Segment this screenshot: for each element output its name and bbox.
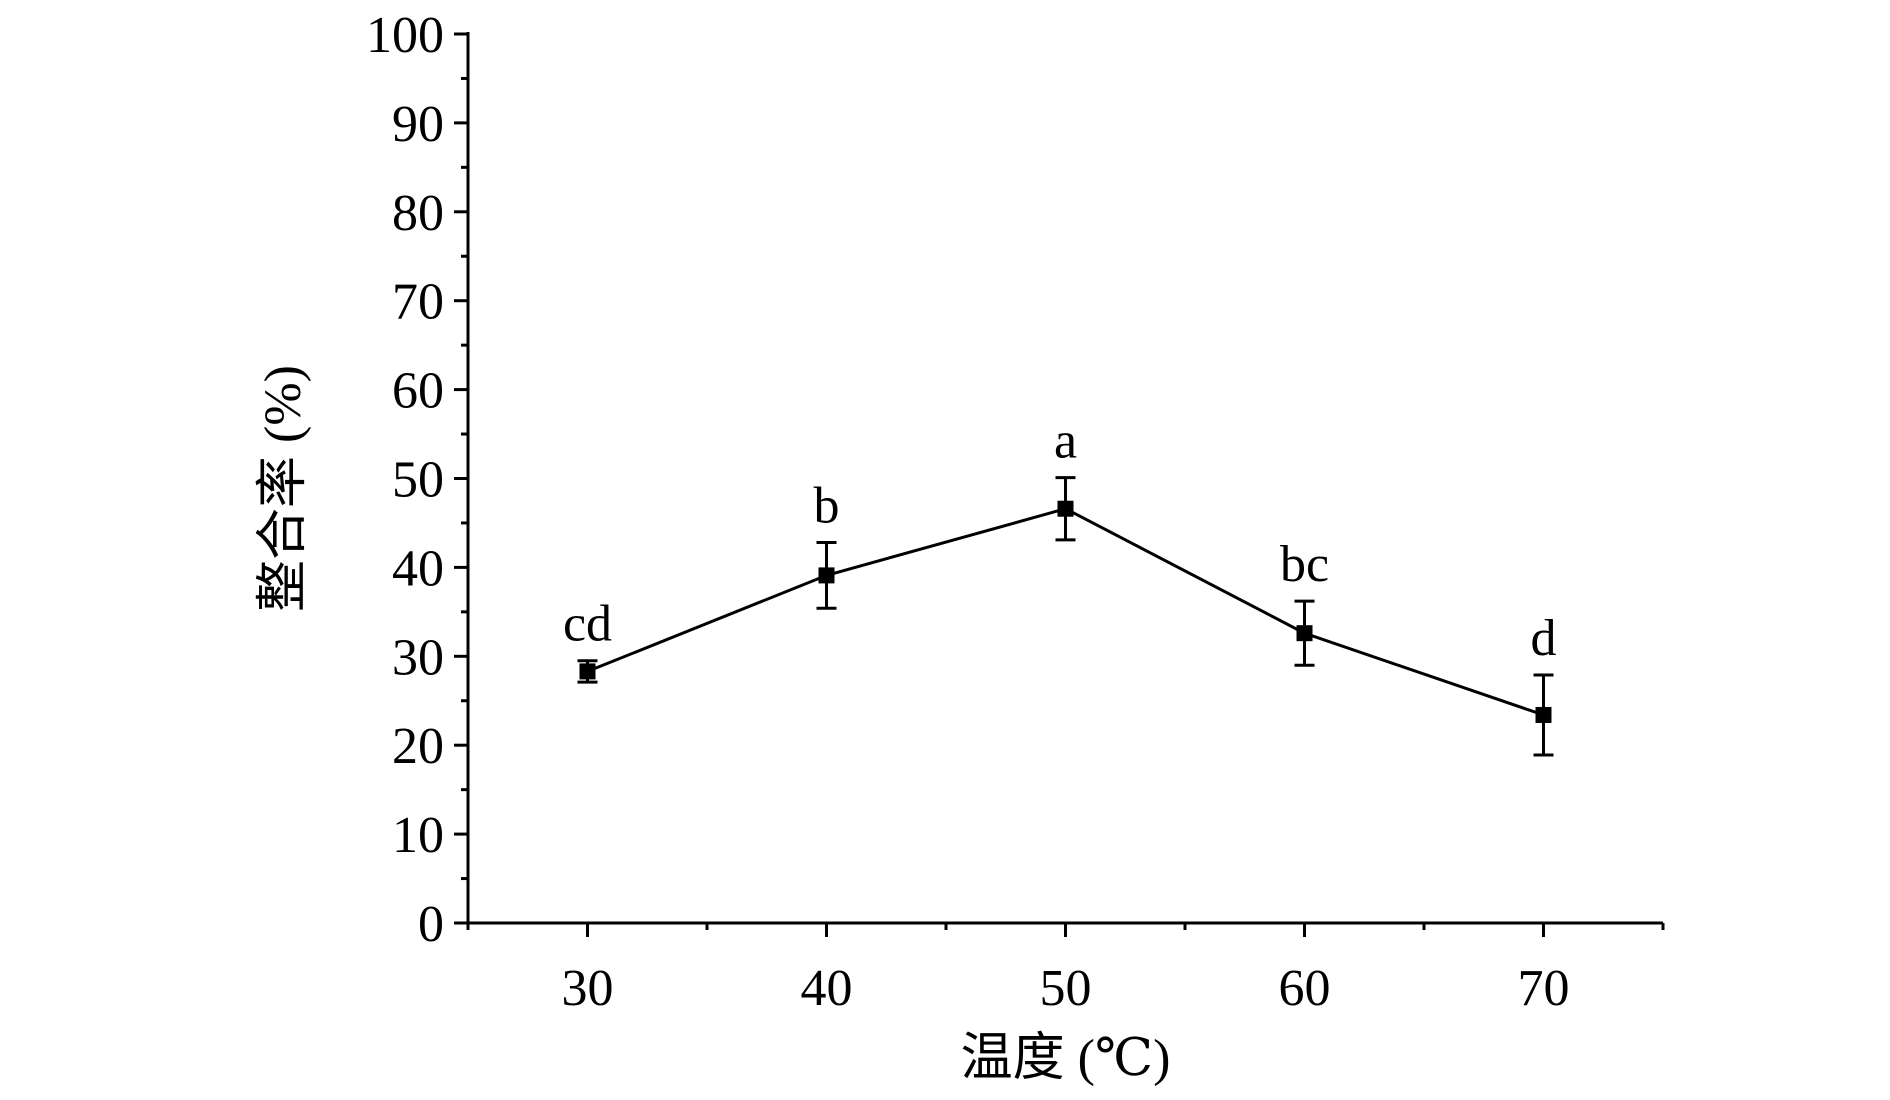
y-tick-label: 60 [392,363,444,420]
x-tick-label: 30 [562,960,614,1017]
significance-label: d [1531,610,1557,667]
y-tick-label: 30 [392,629,444,686]
data-point-marker [579,663,596,680]
x-ticks: 30 40 50 60 70 [466,923,1665,1017]
significance-label: cd [563,596,612,653]
significance-label: bc [1280,536,1329,593]
data-point-marker [1296,625,1313,642]
y-tick-label: 0 [418,896,444,953]
y-tick-label: 100 [366,7,444,64]
significance-label: b [814,478,840,535]
y-axis-title: 整合率 (%) [255,365,312,612]
data-point-marker [818,567,835,584]
x-tick-label: 70 [1518,960,1570,1017]
y-tick-label: 70 [392,274,444,331]
y-tick-label: 10 [392,807,444,864]
y-tick-label: 80 [392,185,444,242]
y-tick-label: 50 [392,452,444,509]
y-ticks: 0 10 20 30 40 50 60 70 80 90 100 [366,7,468,953]
y-tick-label: 90 [392,96,444,153]
series-layer: cd b a bc d [563,413,1557,757]
x-tick-label: 60 [1279,960,1331,1017]
x-tick-label: 50 [1040,960,1092,1017]
x-axis-title: 温度 (℃) [961,1030,1171,1087]
significance-label: a [1054,413,1077,470]
x-tick-label: 40 [801,960,853,1017]
y-tick-label: 20 [392,718,444,775]
y-tick-label: 40 [392,540,444,597]
data-point-marker [1535,706,1552,723]
data-point-marker [1057,500,1074,517]
